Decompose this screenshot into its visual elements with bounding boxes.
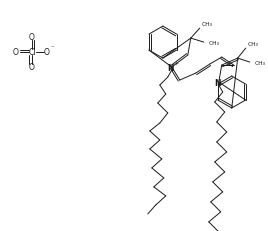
Text: CH₃: CH₃ [255, 61, 266, 66]
Text: O: O [29, 63, 35, 72]
Text: N: N [168, 64, 174, 73]
Text: +: + [173, 61, 178, 66]
Text: Cl: Cl [28, 48, 36, 57]
Text: CH₃: CH₃ [248, 42, 259, 47]
Text: ⁻: ⁻ [50, 45, 54, 51]
Text: O: O [29, 33, 35, 42]
Text: O: O [44, 48, 50, 57]
Text: CH₃: CH₃ [209, 41, 220, 46]
Text: N: N [214, 79, 221, 88]
Text: O: O [13, 48, 19, 57]
Text: CH₃: CH₃ [202, 22, 213, 27]
